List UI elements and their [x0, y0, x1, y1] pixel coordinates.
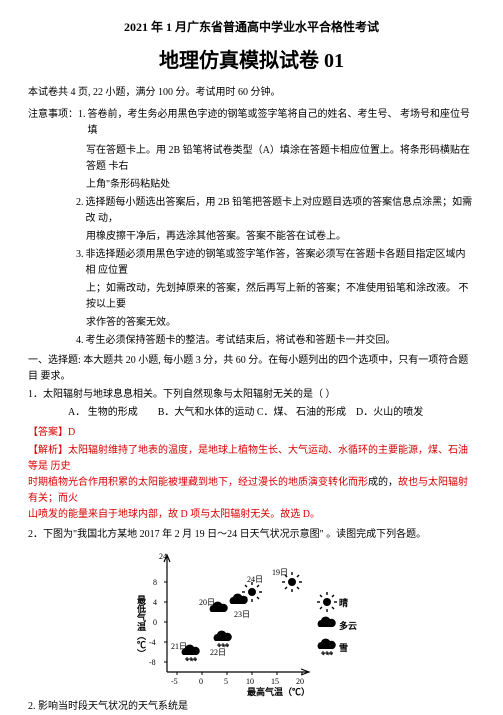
weather-chart: * * * 24 -8 -4 0 4 8 -5 0 5 10 15 20 最低气… — [28, 547, 475, 697]
notice-2-line-2: 用橡皮擦干净后，再选涂其他答案。答案不能答在试卷上。 — [86, 229, 475, 245]
notice-4-line-1: 考生必须保持答题卡的整洁。考试结束后，将试卷和答题卡一并交回。 — [86, 333, 476, 349]
q1-explain-3: 成的， — [368, 477, 398, 488]
q1-explain-1: 太阳辐射维持了地表的温度，是地球上植物生长、大气运动、水循环的主要能源，煤、石油… — [28, 445, 468, 472]
chart-xlabel: 最高气温（℃） — [247, 686, 310, 697]
notice-1-idx: 1. — [78, 107, 88, 139]
q1-options: A． 生物的形成 B．大气和水体的运动 C．煤、 石油的形成 D．火山的喷发 — [68, 405, 475, 421]
exam-meta: 本试卷共 4 页, 22 小题，满分 100 分。考试用时 60 分钟。 — [28, 85, 475, 101]
notice-2-idx: 2. — [76, 195, 86, 227]
chart-legend: 晴 多云 雪 — [317, 592, 357, 659]
q2-sub: 2. 影响当时段天气状况的天气系统是 — [28, 699, 475, 715]
svg-text:21日: 21日 — [171, 642, 187, 651]
q1-explain-label: 【解析】 — [28, 445, 68, 456]
svg-text:22日: 22日 — [210, 648, 226, 657]
svg-text:24日: 24日 — [247, 575, 263, 584]
q1-stem: 1．太阳辐射与地球息息相关。下列自然现象与太阳辐射无关的是（ ） — [28, 387, 475, 403]
svg-text:20: 20 — [296, 677, 304, 686]
svg-text:5: 5 — [224, 677, 228, 686]
notice-1-line-3: 上角"条形码粘贴处 — [86, 177, 475, 193]
svg-text:-5: -5 — [171, 677, 178, 686]
notice-3-line-2: 上；如需改动，先划掉原来的答案，然后再写上新的答案；不准使用铅笔和涂改液。 不按… — [86, 281, 475, 313]
svg-text:多云: 多云 — [339, 620, 357, 631]
q1-answer: 【答案】D — [28, 425, 475, 441]
svg-text:23日: 23日 — [234, 610, 250, 619]
svg-text:0: 0 — [199, 677, 203, 686]
svg-text:19日: 19日 — [272, 568, 288, 577]
svg-text:雪: 雪 — [339, 642, 348, 653]
page-title-2: 地理仿真模拟试卷 01 — [28, 45, 475, 77]
notice-2-line-1: 选择题每小题选出答案后，用 2B 铅笔把答题卡上对应题目选项的答案信息点涂黑；如… — [86, 195, 476, 227]
section-1-title: 一、选择题: 本大题共 20 小题, 每小题 3 分，共 60 分。在每小题列出… — [28, 353, 475, 385]
notice-label: 注意事项： — [28, 107, 78, 141]
svg-text:15: 15 — [271, 677, 279, 686]
q1-explain-5: 山喷发的能量来自于地球内部，故 D 项与太阳辐射无关。故选 D。 — [28, 507, 475, 523]
chart-ylabel: 最低气温（℃） — [137, 594, 147, 658]
svg-text:-8: -8 — [149, 658, 156, 667]
notice-1-line-2: 写在答题卡上。用 2B 铅笔将试卷类型（A）填涂在答题卡相应位置上。将条形码横贴… — [86, 143, 475, 175]
svg-text:0: 0 — [153, 618, 157, 627]
svg-text:晴: 晴 — [339, 597, 348, 608]
svg-text:8: 8 — [153, 578, 157, 587]
notice-3-line-1: 非选择题必须用黑色字迹的钢笔或签字笔作答，答案必须写在答题卡各题目指定区域内相 … — [86, 247, 476, 279]
svg-text:10: 10 — [246, 677, 254, 686]
notice-1-line-1: 答卷前，考生务必用黑色字迹的钢笔或签字笔将自己的姓名、考生号、 考场号和座位号填 — [88, 107, 476, 139]
notice-4-idx: 4. — [76, 333, 86, 349]
page-title-1: 2021 年 1 月广东省普通高中学业水平合格性考试 — [28, 18, 475, 37]
notice-3-idx: 3. — [76, 247, 86, 279]
q2-stem: 2．下图为"我国北方某地 2017 年 2 月 19 日～24 日天气状况示意图… — [28, 527, 475, 543]
q1-explain-2: 时期植物光合作用积累的太阳能被埋藏到地下，经过漫长的地质演变转化而形 — [28, 477, 368, 488]
svg-text:4: 4 — [153, 598, 157, 607]
svg-text:20日: 20日 — [199, 598, 215, 607]
svg-text:-4: -4 — [149, 638, 156, 647]
notice-3-line-3: 求作答的答案无效。 — [86, 315, 475, 331]
